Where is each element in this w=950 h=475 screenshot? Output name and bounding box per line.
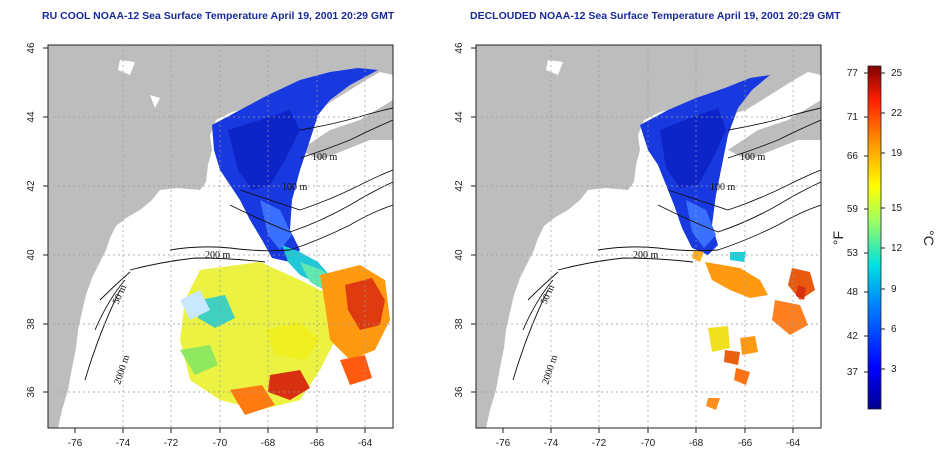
fahrenheit-tick: 59	[847, 204, 859, 215]
fahrenheit-axis-label: °F	[830, 231, 846, 245]
y-tick-label: 40	[26, 249, 37, 261]
contour-label: 100 m	[312, 152, 338, 163]
celsius-axis-label: °C	[921, 230, 937, 246]
x-tick-label: -68	[261, 438, 276, 449]
celsius-tick: 3	[891, 364, 897, 375]
celsius-tick: 15	[891, 203, 903, 214]
left-map-panel: 100 m 100 m 200 m 50 m 2000 m -76 -74 -7…	[26, 42, 394, 449]
fahrenheit-tick: 53	[847, 248, 859, 259]
fahrenheit-tick: 37	[847, 367, 859, 378]
left-map-title: RU COOL NOAA-12 Sea Surface Temperature …	[42, 10, 395, 22]
x-tick-label: -64	[786, 438, 801, 449]
y-tick-label: 46	[454, 42, 465, 54]
celsius-tick: 25	[891, 68, 903, 79]
x-tick-label: -68	[689, 438, 704, 449]
fahrenheit-tick: 77	[847, 68, 859, 79]
right-map-title: DECLOUDED NOAA-12 Sea Surface Temperatur…	[470, 10, 841, 22]
celsius-tick: 9	[891, 284, 897, 295]
graticule	[48, 45, 393, 428]
x-tick-label: -70	[213, 438, 228, 449]
x-tick-label: -76	[68, 438, 83, 449]
y-tick-label: 36	[26, 386, 37, 398]
right-map-panel: 100 m 100 m 200 m 50 m 2000 m -76 -74 -7…	[454, 42, 822, 449]
bathymetry-contours	[84, 107, 393, 381]
x-tick-label: -72	[164, 438, 179, 449]
x-tick-label: -76	[496, 438, 511, 449]
x-tick-label: -64	[358, 438, 373, 449]
y-tick-label: 36	[454, 386, 465, 398]
contour-label: 100 m	[282, 182, 308, 193]
temperature-colorbar: 77 71 66 59 53 48 42 37 25 22 19 15 12 9…	[830, 65, 937, 410]
celsius-tick: 12	[891, 243, 903, 254]
x-tick-label: -66	[310, 438, 325, 449]
x-tick-label: -66	[738, 438, 753, 449]
celsius-tick: 6	[891, 324, 897, 335]
contour-label: 200 m	[633, 250, 659, 261]
y-tick-label: 38	[26, 318, 37, 330]
sst-warm-patches	[692, 250, 815, 410]
fahrenheit-tick: 66	[847, 151, 859, 162]
contour-label: 200 m	[205, 250, 231, 261]
contour-label: 100 m	[710, 182, 736, 193]
x-tick-label: -74	[544, 438, 559, 449]
x-tick-label: -70	[641, 438, 656, 449]
fahrenheit-tick: 71	[847, 112, 859, 123]
y-tick-label: 46	[26, 42, 37, 54]
y-tick-label: 40	[454, 249, 465, 261]
sst-warm-patches	[180, 262, 390, 415]
celsius-tick: 22	[891, 108, 903, 119]
land-mass	[48, 45, 393, 428]
x-tick-label: -74	[116, 438, 131, 449]
graticule	[476, 45, 821, 428]
contour-label: 100 m	[740, 152, 766, 163]
y-tick-label: 42	[454, 180, 465, 192]
y-tick-label: 42	[26, 180, 37, 192]
fahrenheit-tick: 42	[847, 331, 859, 342]
bathymetry-contours	[512, 107, 821, 381]
fahrenheit-tick: 48	[847, 287, 859, 298]
y-tick-label: 44	[454, 111, 465, 123]
sst-cold-water	[212, 68, 378, 262]
celsius-tick: 19	[891, 148, 903, 159]
y-tick-label: 38	[454, 318, 465, 330]
x-tick-label: -72	[592, 438, 607, 449]
y-tick-label: 44	[26, 111, 37, 123]
colorbar-gradient	[867, 65, 882, 410]
